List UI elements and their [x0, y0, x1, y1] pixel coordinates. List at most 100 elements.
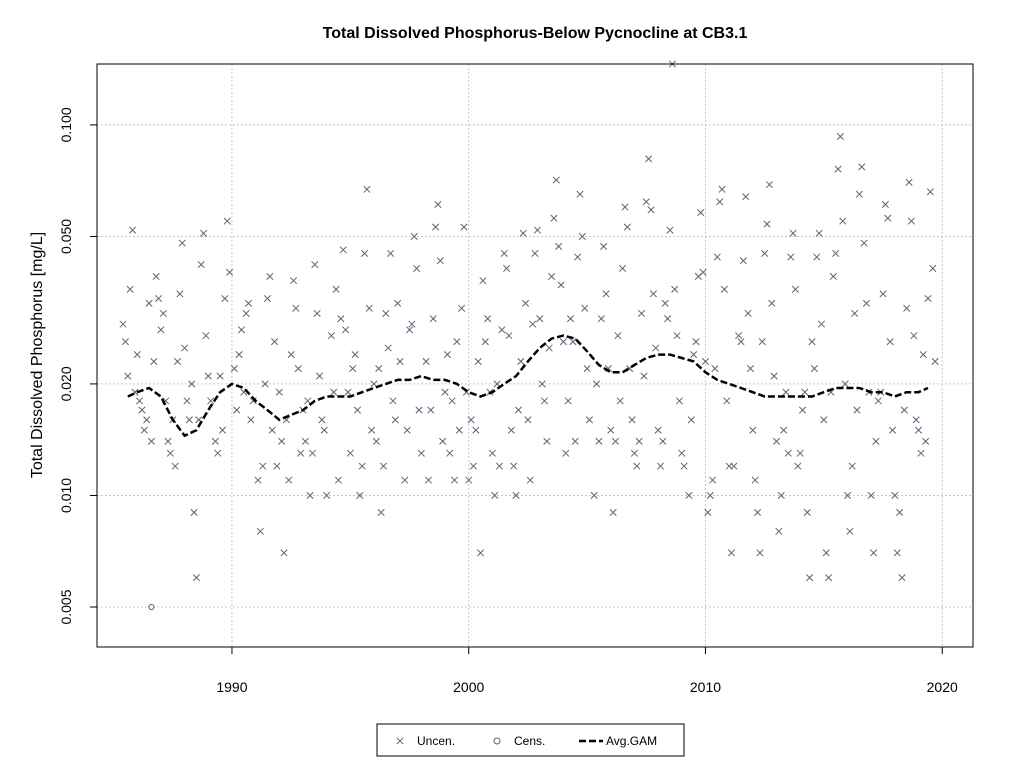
uncensored-point: [659, 437, 667, 445]
uncensored-point: [500, 249, 508, 257]
point-stroke: [495, 462, 504, 470]
uncensored-point: [396, 357, 404, 365]
uncensored-point: [446, 449, 454, 457]
uncensored-point: [289, 277, 298, 285]
uncensored-point: [150, 357, 158, 365]
point-stroke: [649, 290, 657, 298]
point-stroke: [304, 397, 312, 405]
point-stroke: [593, 380, 601, 388]
uncensored-point: [784, 449, 792, 457]
uncensored-point: [645, 155, 653, 163]
point-stroke: [349, 365, 357, 373]
point-stroke: [233, 406, 241, 414]
x-tick-label: 2010: [690, 679, 721, 695]
uncensored-point: [621, 203, 629, 211]
point-stroke: [318, 416, 326, 424]
uncensored-point: [166, 449, 174, 457]
uncensored-point: [121, 338, 129, 346]
point-stroke: [306, 491, 314, 500]
point-stroke: [559, 338, 567, 346]
uncensored-point: [519, 229, 527, 237]
uncensored-point: [858, 163, 866, 171]
uncensored-point: [247, 416, 255, 424]
uncensored-point: [226, 268, 234, 276]
point-stroke: [704, 508, 712, 516]
uncensored-point: [782, 388, 790, 396]
uncensored-point: [619, 264, 627, 272]
point-stroke: [671, 285, 679, 293]
point-stroke: [718, 185, 726, 193]
point-stroke: [758, 338, 766, 346]
point-stroke: [881, 200, 889, 209]
point-stroke: [285, 476, 293, 484]
point-stroke: [678, 449, 686, 457]
uncensored-point: [218, 426, 227, 434]
uncensored-point: [851, 309, 859, 317]
point-stroke: [223, 217, 231, 225]
point-stroke: [874, 397, 882, 405]
point-stroke: [524, 416, 532, 424]
point-stroke: [924, 294, 932, 303]
point-stroke: [263, 294, 272, 303]
point-stroke: [403, 426, 411, 434]
uncensored-point: [372, 437, 380, 445]
uncensored-point: [495, 462, 504, 470]
uncensored-point: [221, 294, 229, 303]
uncensored-point: [822, 549, 830, 557]
uncensored-point: [813, 253, 821, 261]
point-stroke: [763, 220, 771, 228]
uncensored-point: [178, 239, 186, 247]
point-stroke: [867, 491, 875, 500]
point-stroke: [806, 574, 814, 582]
uncensored-point: [223, 217, 231, 225]
y-tick-label: 0.050: [58, 219, 74, 254]
uncensored-point: [680, 462, 688, 470]
legend-box: [376, 723, 685, 757]
point-stroke: [879, 290, 887, 298]
grid: [97, 64, 973, 647]
uncensored-point: [903, 304, 911, 312]
point-stroke: [820, 416, 828, 424]
point-stroke: [498, 326, 506, 334]
uncensored-point: [275, 388, 283, 396]
point-stroke: [862, 299, 871, 307]
uncensored-point: [308, 449, 317, 457]
point-stroke: [514, 406, 522, 414]
uncensored-point: [756, 549, 764, 557]
point-stroke: [666, 226, 674, 234]
uncensored-point: [675, 397, 683, 405]
uncensored-point: [439, 437, 447, 445]
point-stroke: [121, 338, 129, 346]
uncensored-point: [304, 397, 312, 405]
uncensored-point: [211, 437, 219, 445]
uncensored-point: [806, 574, 814, 582]
point-stroke: [860, 239, 868, 247]
uncensored-point: [507, 426, 515, 434]
uncensored-point: [550, 214, 558, 222]
uncensored-point: [709, 476, 717, 484]
uncensored-point: [810, 365, 818, 373]
uncensored-point: [183, 397, 191, 405]
point-stroke: [910, 332, 918, 340]
uncensored-point: [256, 527, 264, 535]
point-stroke: [931, 357, 939, 365]
point-stroke: [780, 426, 788, 434]
points: [119, 60, 939, 611]
uncensored-point: [888, 426, 897, 434]
point-stroke: [484, 315, 492, 323]
uncensored-point: [630, 449, 638, 457]
uncensored-point: [685, 491, 693, 500]
uncensored-point: [491, 491, 499, 500]
uncensored-point: [794, 462, 802, 470]
point-stroke: [365, 304, 373, 312]
uncensored-point: [155, 294, 163, 303]
point-stroke: [543, 437, 551, 445]
point-stroke: [474, 357, 482, 365]
uncensored-point: [829, 272, 837, 280]
point-stroke: [839, 217, 847, 225]
point-stroke: [337, 315, 345, 323]
point-stroke: [713, 253, 721, 261]
uncensored-point: [614, 332, 622, 340]
uncensored-point: [825, 574, 833, 582]
point-stroke: [585, 416, 594, 424]
